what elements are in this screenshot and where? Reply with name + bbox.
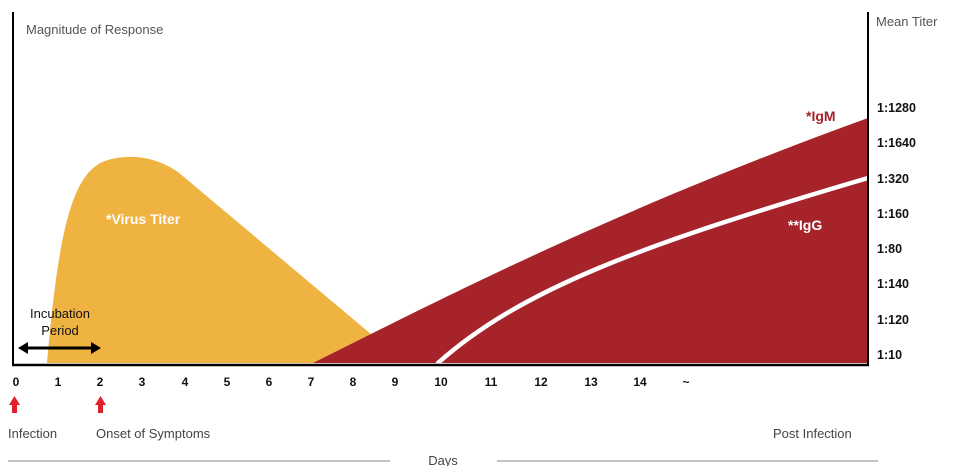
titer-tick-label: 1:160 <box>877 207 909 221</box>
day-tick-label: 9 <box>392 375 399 389</box>
day-tick-label: 6 <box>266 375 273 389</box>
day-tick-label: 14 <box>633 375 647 389</box>
titer-tick-label: 1:1280 <box>877 101 916 115</box>
titer-tick-label: 1:140 <box>877 277 909 291</box>
onset-arrow-icon <box>95 396 106 413</box>
igm-label: *IgM <box>806 108 836 124</box>
titer-tick-label: 1:10 <box>877 348 902 362</box>
igg-label: **IgG <box>788 217 822 233</box>
onset-caption: Onset of Symptoms <box>96 426 211 441</box>
titer-tick-label: 1:80 <box>877 242 902 256</box>
post-infection-caption: Post Infection <box>773 426 852 441</box>
infection-caption: Infection <box>8 426 57 441</box>
day-tick-label: 5 <box>224 375 231 389</box>
incubation-double-arrow <box>18 342 101 354</box>
day-tick-label: 3 <box>139 375 146 389</box>
infection-arrow-icon <box>9 396 20 413</box>
incubation-label-line1: Incubation <box>30 306 90 321</box>
left-axis-title: Magnitude of Response <box>26 22 163 37</box>
day-tick-label: 4 <box>182 375 189 389</box>
day-tick-label: 1 <box>55 375 62 389</box>
day-tick-label: 8 <box>350 375 357 389</box>
incubation-label-line2: Period <box>41 323 79 338</box>
day-tick-label: 7 <box>308 375 315 389</box>
igg-curve <box>435 175 871 366</box>
virus-titer-label: *Virus Titer <box>106 211 181 227</box>
day-tick-label: ~ <box>682 375 689 389</box>
igm-area <box>313 118 868 363</box>
day-tick-label: 10 <box>434 375 448 389</box>
day-tick-label: 0 <box>13 375 20 389</box>
virus-titer-area <box>47 156 378 363</box>
day-tick-label: 11 <box>485 375 498 389</box>
day-tick-label: 12 <box>534 375 548 389</box>
right-axis-title: Mean Titer <box>876 14 938 29</box>
titer-tick-label: 1:120 <box>877 313 909 327</box>
day-tick-label: 2 <box>97 375 104 389</box>
day-tick-label: 13 <box>584 375 598 389</box>
days-axis-title: Days <box>428 453 458 466</box>
titer-tick-label: 1:1640 <box>877 136 916 150</box>
titer-tick-label: 1:320 <box>877 172 909 186</box>
